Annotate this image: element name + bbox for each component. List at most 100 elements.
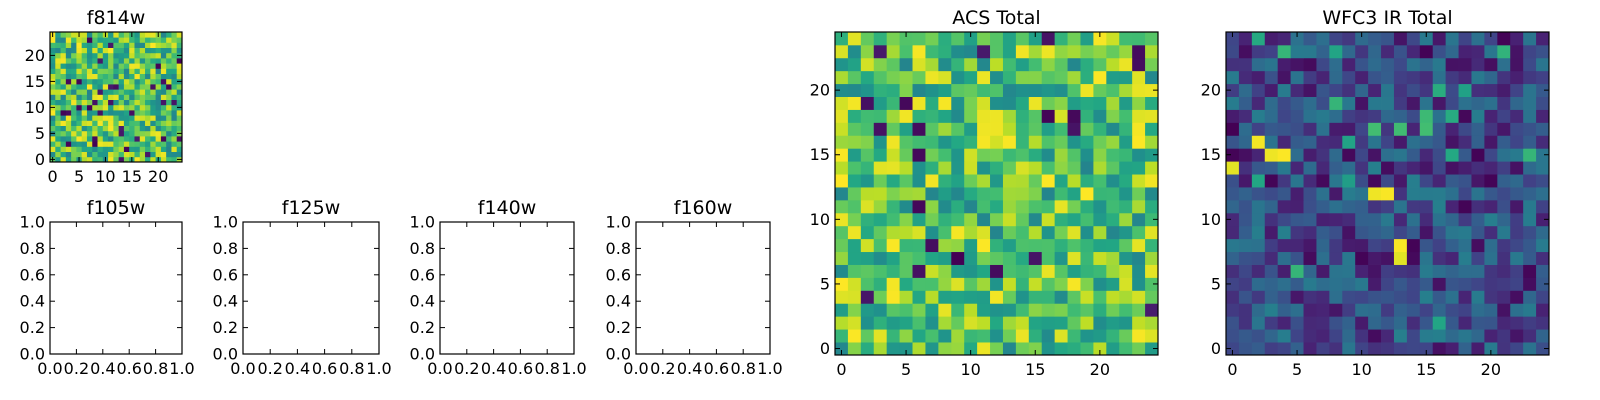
heatmap-cell bbox=[1432, 342, 1447, 356]
heatmap-cell bbox=[113, 125, 120, 132]
heatmap-cell bbox=[1368, 57, 1382, 72]
heatmap-cell bbox=[76, 136, 83, 142]
x-tick-label: 0.4 bbox=[481, 359, 506, 378]
heatmap-cell bbox=[1458, 277, 1472, 291]
heatmap-cell bbox=[134, 141, 141, 147]
heatmap-cell bbox=[1119, 70, 1133, 85]
heatmap-cell bbox=[55, 141, 61, 147]
heatmap-cell bbox=[1041, 251, 1056, 265]
heatmap-cell bbox=[1523, 83, 1537, 97]
heatmap-cell bbox=[134, 68, 141, 74]
heatmap-cell bbox=[145, 125, 151, 132]
heatmap-cell bbox=[938, 174, 952, 188]
heatmap-cell bbox=[1523, 57, 1537, 72]
heatmap-cell bbox=[71, 52, 77, 59]
heatmap-cell bbox=[1264, 122, 1279, 136]
heatmap-cell bbox=[1264, 342, 1279, 356]
heatmap-cell bbox=[1471, 238, 1485, 253]
heatmap-cell bbox=[1277, 316, 1291, 330]
heatmap-cell bbox=[1041, 148, 1056, 162]
heatmap-cell bbox=[951, 44, 965, 59]
heatmap-cell bbox=[1393, 329, 1408, 343]
heatmap-cell bbox=[118, 84, 125, 90]
heatmap-cell bbox=[160, 52, 167, 59]
heatmap-cell bbox=[1329, 161, 1343, 175]
heatmap-cell bbox=[50, 141, 56, 147]
heatmap-cell bbox=[1381, 174, 1395, 188]
heatmap-cell bbox=[1290, 199, 1304, 214]
heatmap-cell bbox=[1251, 187, 1266, 201]
heatmap-cell bbox=[118, 99, 125, 106]
heatmap-cell bbox=[1080, 57, 1094, 72]
heatmap-cell bbox=[145, 156, 151, 163]
heatmap-cell bbox=[1238, 199, 1253, 214]
heatmap-cell bbox=[912, 174, 926, 188]
heatmap-cell bbox=[1277, 290, 1291, 304]
heatmap-cell bbox=[65, 120, 72, 126]
heatmap-cell bbox=[1510, 187, 1524, 201]
heatmap-cell bbox=[1329, 264, 1343, 278]
heatmap-cell bbox=[1290, 187, 1304, 201]
heatmap-cell bbox=[1445, 57, 1459, 72]
heatmap-cell bbox=[97, 156, 104, 163]
heatmap-cell bbox=[1041, 212, 1056, 227]
heatmap-cell bbox=[938, 122, 952, 136]
heatmap-cell bbox=[97, 136, 104, 142]
heatmap-cell bbox=[123, 37, 130, 43]
heatmap-cell bbox=[1303, 70, 1317, 85]
heatmap-cell bbox=[990, 135, 1004, 149]
heatmap-cell bbox=[964, 122, 978, 136]
heatmap-cell bbox=[166, 37, 172, 43]
y-tick-label: 20 bbox=[25, 46, 45, 65]
heatmap-cell bbox=[1119, 161, 1133, 175]
heatmap-cell bbox=[1238, 44, 1253, 59]
heatmap-cell bbox=[1484, 135, 1498, 149]
heatmap-cell bbox=[1419, 32, 1434, 46]
heatmap-cell bbox=[1368, 225, 1382, 240]
heatmap-cell bbox=[1316, 290, 1330, 304]
heatmap-cell bbox=[1290, 316, 1304, 330]
heatmap-cell bbox=[938, 32, 952, 46]
heatmap-cell bbox=[65, 84, 72, 90]
heatmap-cell bbox=[92, 151, 98, 158]
heatmap-cell bbox=[1080, 70, 1094, 85]
heatmap-cell bbox=[1290, 329, 1304, 343]
heatmap-cell bbox=[1536, 70, 1550, 85]
heatmap-cell bbox=[1406, 212, 1421, 227]
heatmap-cell bbox=[899, 251, 913, 265]
heatmap-cell bbox=[1458, 57, 1472, 72]
heatmap-cell bbox=[1015, 174, 1030, 188]
heatmap-cell bbox=[1132, 251, 1146, 265]
heatmap-cell bbox=[81, 37, 88, 43]
heatmap-cell bbox=[1303, 303, 1317, 317]
heatmap-cell bbox=[951, 187, 965, 201]
heatmap-cell bbox=[1132, 225, 1146, 240]
heatmap-cell bbox=[76, 84, 83, 90]
heatmap-cell bbox=[1316, 251, 1330, 265]
heatmap-cell bbox=[977, 32, 991, 46]
heatmap-cell bbox=[55, 47, 61, 54]
heatmap-cell bbox=[1329, 329, 1343, 343]
heatmap-cell bbox=[912, 135, 926, 149]
heatmap-cell bbox=[160, 125, 167, 132]
x-tick-label: 0.2 bbox=[257, 359, 282, 378]
heatmap-cell bbox=[1080, 329, 1094, 343]
heatmap-cell bbox=[1106, 32, 1120, 46]
heatmap-cell bbox=[55, 68, 61, 74]
heatmap-cell bbox=[1393, 135, 1408, 149]
heatmap-cells bbox=[1226, 32, 1550, 356]
heatmap-cell bbox=[1119, 109, 1133, 123]
heatmap-cell bbox=[1419, 212, 1434, 227]
heatmap-cell bbox=[1329, 174, 1343, 188]
heatmap-cell bbox=[847, 57, 862, 72]
heatmap-cell bbox=[86, 52, 93, 59]
heatmap-cell bbox=[160, 136, 167, 142]
heatmap-cell bbox=[166, 32, 172, 38]
heatmap-cell bbox=[1458, 96, 1472, 110]
heatmap-cell bbox=[1381, 277, 1395, 291]
heatmap-cell bbox=[899, 212, 913, 227]
heatmap-cell bbox=[1015, 290, 1030, 304]
heatmap-cell bbox=[176, 89, 183, 95]
heatmap-cell bbox=[1093, 303, 1107, 317]
